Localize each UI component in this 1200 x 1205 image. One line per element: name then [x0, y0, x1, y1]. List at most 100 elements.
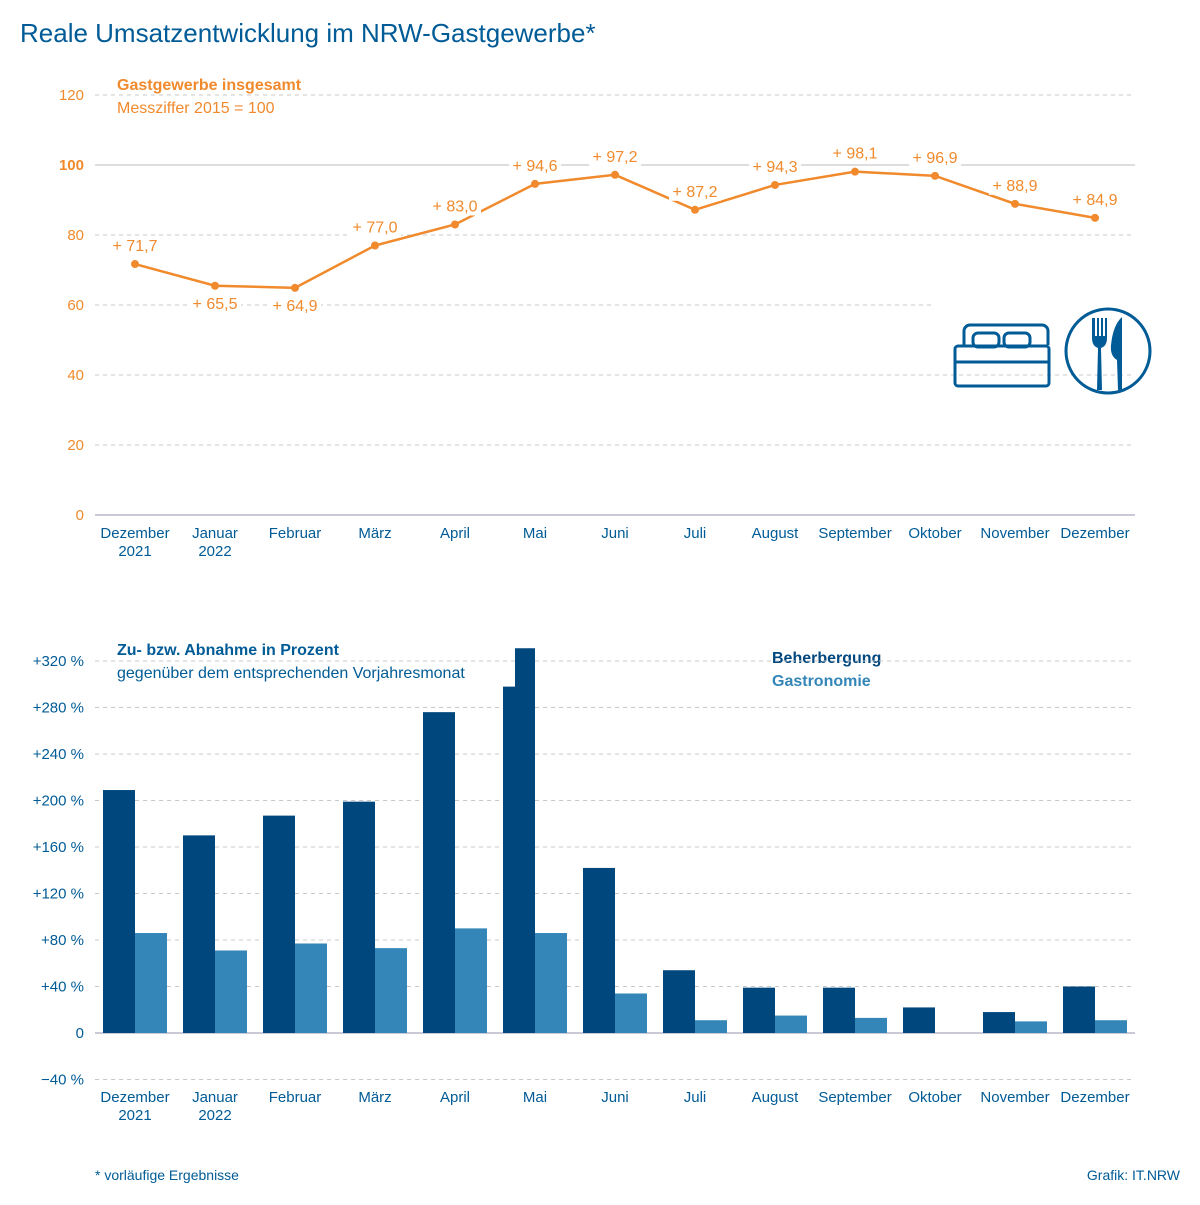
x-tick-label: Februar: [269, 1089, 322, 1106]
data-label-bg: [509, 155, 561, 175]
data-point: [131, 260, 139, 269]
line-chart-title: Gastgewerbe insgesamt: [117, 77, 302, 94]
data-label-bg: [349, 217, 401, 237]
data-point: [371, 241, 379, 250]
y-tick-label: +120 %: [33, 886, 84, 903]
data-label: + 98,1: [833, 146, 878, 163]
data-label: + 65,5: [193, 296, 238, 313]
data-point: [451, 220, 459, 229]
data-label-bg: [829, 143, 881, 163]
bar-gastronomie: [535, 933, 567, 1033]
bar-beherbergung: [823, 987, 855, 1033]
fork-knife-icon: [1064, 307, 1152, 395]
x-tick-label: März: [358, 525, 391, 542]
data-label: + 87,2: [673, 184, 718, 201]
title-background: [112, 640, 502, 685]
x-tick-label: Juli: [684, 525, 707, 542]
bar-beherbergung: [1063, 986, 1095, 1033]
bar-beherbergung: [983, 1012, 1015, 1033]
x-tick-label: August: [752, 525, 800, 542]
y-tick-label: +200 %: [33, 793, 84, 810]
icons: [953, 307, 1152, 395]
y-tick-label: 100: [59, 157, 84, 174]
bar-gastronomie: [455, 928, 487, 1033]
bar-gastronomie: [375, 948, 407, 1033]
legend-gastronomie: Gastronomie: [772, 673, 871, 690]
x-tick-label: Januar: [192, 525, 238, 542]
line-chart: Gastgewerbe insgesamt Messziffer 2015 = …: [59, 77, 1135, 560]
x-tick-label: September: [818, 525, 891, 542]
x-tick-label: September: [818, 1089, 891, 1106]
data-label-bg: [429, 196, 481, 216]
data-label-bg: [749, 156, 801, 176]
data-label: + 83,0: [433, 199, 478, 216]
y-tick-label: 60: [67, 297, 84, 314]
bar-beherbergung: [183, 835, 215, 1033]
x-tick-label: April: [440, 525, 470, 542]
y-tick-label: 120: [59, 87, 84, 104]
bar-beherbergung: [743, 987, 775, 1033]
bar-chart: Zu- bzw. Abnahme in Prozent gegenüber de…: [33, 640, 1135, 1124]
bar-beherbergung: [503, 648, 535, 1033]
data-label: + 97,2: [593, 149, 638, 166]
bar-gastronomie: [615, 993, 647, 1033]
y-tick-label: +240 %: [33, 746, 84, 763]
data-point: [691, 205, 699, 214]
bar-gastronomie: [775, 1015, 807, 1033]
bar-gastronomie: [1015, 1021, 1047, 1033]
y-tick-label: +280 %: [33, 700, 84, 717]
bar-gastronomie: [695, 1020, 727, 1033]
y-tick-label: 20: [67, 437, 84, 454]
data-label: + 96,9: [913, 150, 958, 167]
x-tick-label: Oktober: [908, 525, 961, 542]
x-tick-label: Mai: [523, 525, 547, 542]
series-line: [134, 170, 1096, 290]
data-point: [531, 179, 539, 188]
x-tick-label: Mai: [523, 1089, 547, 1106]
data-point: [211, 281, 219, 290]
data-label-bg: [109, 236, 161, 256]
page-title: Reale Umsatzentwicklung im NRW-Gastgewer…: [20, 18, 596, 48]
y-tick-label: 0: [76, 507, 84, 524]
data-label: + 88,9: [993, 178, 1038, 195]
data-label: + 94,3: [753, 159, 798, 176]
bar-gastronomie: [1095, 1020, 1127, 1033]
y-tick-label: 40: [67, 367, 84, 384]
bar-beherbergung: [663, 970, 695, 1033]
x-tick-label: August: [752, 1089, 800, 1106]
line-chart-subtitle: Messziffer 2015 = 100: [117, 100, 275, 117]
bar-chart-subtitle: gegenüber dem entsprechenden Vorjahresmo…: [117, 665, 465, 682]
x-tick-label: Dezember: [1060, 1089, 1129, 1106]
x-tick-label: 2022: [198, 1107, 231, 1124]
bar-beherbergung: [263, 815, 295, 1033]
bar-beherbergung: [903, 1007, 935, 1033]
data-label-bg: [189, 293, 241, 313]
data-label: + 77,0: [353, 220, 398, 237]
x-tick-label: März: [358, 1089, 391, 1106]
y-tick-label: −40 %: [41, 1072, 84, 1089]
data-point: [611, 170, 619, 179]
data-point: [851, 167, 859, 176]
bar-beherbergung: [103, 790, 135, 1033]
x-tick-label: Juni: [601, 525, 629, 542]
x-tick-label: Oktober: [908, 1089, 961, 1106]
x-tick-label: Dezember: [1060, 525, 1129, 542]
x-tick-label: 2021: [118, 1107, 151, 1124]
bed-icon: [953, 323, 1051, 388]
y-tick-label: +40 %: [41, 979, 84, 996]
bar-beherbergung: [343, 801, 375, 1033]
x-tick-label: Juni: [601, 1089, 629, 1106]
bar-beherbergung: [583, 867, 615, 1033]
x-tick-label: November: [980, 1089, 1049, 1106]
x-tick-label: November: [980, 525, 1049, 542]
x-tick-label: April: [440, 1089, 470, 1106]
data-label-bg: [1069, 189, 1121, 209]
bar-gastronomie: [295, 943, 327, 1033]
y-tick-label: 80: [67, 227, 84, 244]
x-tick-label: Januar: [192, 1089, 238, 1106]
data-point: [931, 171, 939, 180]
y-tick-label: +160 %: [33, 839, 84, 856]
data-label-bg: [269, 295, 321, 315]
data-point: [291, 283, 299, 292]
